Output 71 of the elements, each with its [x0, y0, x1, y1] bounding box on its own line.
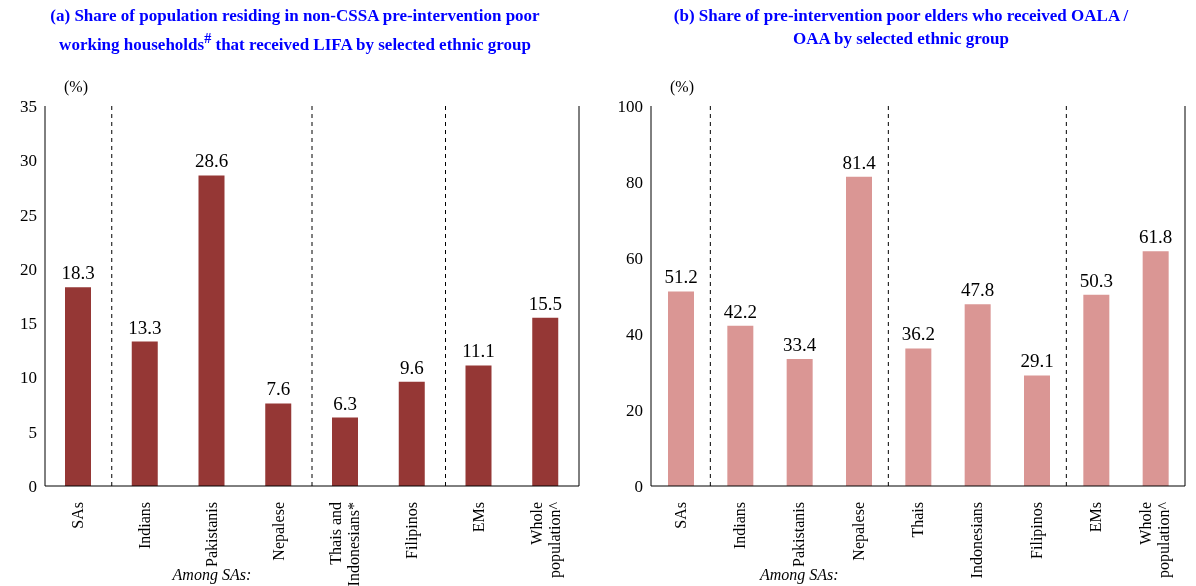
x-tick-label: Nepalese	[269, 502, 288, 561]
y-tick-label: 20	[20, 259, 37, 279]
bar	[198, 175, 225, 486]
y-axis-title: (%)	[670, 78, 694, 96]
x-tick-label: Indians	[731, 502, 748, 550]
x-tick-label: Filipinos	[1027, 502, 1046, 559]
x-tick-label: Thais and Indonesians*	[327, 502, 363, 586]
x-tick-label: Indians	[136, 502, 154, 550]
data-label: 11.1	[462, 340, 495, 362]
y-tick-label: 15	[20, 314, 37, 334]
x-tick-label: SAs	[69, 502, 87, 529]
x-tick-label: Whole population^	[527, 501, 564, 578]
bar	[668, 291, 694, 486]
y-tick-label: 40	[626, 325, 643, 345]
bar	[1083, 294, 1110, 486]
x-tick-label: Pakistanis	[790, 502, 808, 567]
y-tick-label: 25	[20, 205, 37, 225]
y-tick-label: 35	[20, 97, 37, 117]
bar	[964, 304, 991, 486]
x-tick-label: EMs	[1087, 502, 1104, 533]
x-tick-label: Pakistanis	[202, 502, 220, 567]
data-label: 13.3	[128, 316, 162, 338]
text: Among SAs:	[170, 566, 253, 584]
bar	[1024, 375, 1050, 486]
chart-title: (a) Share of population residing in non-CSSA pre-intervention poor working households$^{#}$ that received LIFA by selected ethnic group	[49, 5, 541, 56]
data-label: 15.5	[528, 292, 562, 314]
chart-title: (b) Share of pre-intervention poor elders who received OALA / OAA by selected ethnic group	[672, 5, 1130, 50]
x-tick-label: Whole population^	[1137, 501, 1174, 578]
x-tick-label: Nepalese	[849, 502, 868, 561]
data-label: 50.3	[1079, 269, 1113, 291]
bar	[846, 176, 872, 486]
bar	[65, 287, 91, 486]
y-tick-label: 0	[28, 477, 37, 497]
x-tick-label: Filipinos	[403, 502, 422, 559]
y-tick-label: 30	[20, 151, 37, 171]
bar	[532, 317, 559, 486]
data-label: 33.4	[783, 334, 817, 356]
bar	[332, 417, 358, 486]
data-label: 7.6	[266, 378, 291, 400]
data-label: 51.2	[664, 266, 698, 288]
data-label: 18.3	[61, 262, 95, 284]
data-label: 29.1	[1020, 350, 1054, 372]
x-tick-label: EMs	[469, 502, 487, 533]
data-label: 28.6	[194, 150, 229, 172]
text: Among SAs:	[758, 566, 840, 584]
data-label: 36.2	[901, 323, 935, 345]
bar	[265, 403, 292, 486]
bar	[398, 381, 425, 486]
y-tick-label: 5	[28, 422, 37, 442]
data-label: 42.2	[723, 300, 757, 322]
data-label: 81.4	[842, 151, 877, 173]
x-tick-label: Indonesians	[968, 502, 986, 579]
data-label: 6.3	[333, 392, 357, 414]
data-label: 61.8	[1139, 226, 1173, 248]
x-tick-label: SAs	[671, 502, 689, 529]
bar	[727, 325, 754, 486]
y-tick-label: 80	[626, 173, 643, 193]
y-tick-label: 0	[634, 477, 643, 497]
bar	[465, 365, 492, 486]
y-tick-label: 20	[626, 401, 643, 421]
y-tick-label: 60	[626, 249, 643, 269]
y-tick-label: 10	[20, 368, 37, 388]
data-label: 47.8	[961, 279, 995, 301]
y-axis-title: (%)	[64, 78, 88, 96]
bar	[131, 341, 158, 486]
data-label: 9.6	[399, 356, 424, 378]
bar	[1142, 251, 1169, 486]
bar	[905, 348, 932, 486]
x-tick-label: Thais	[909, 502, 926, 538]
y-tick-label: 100	[617, 97, 643, 117]
bar	[786, 359, 813, 486]
